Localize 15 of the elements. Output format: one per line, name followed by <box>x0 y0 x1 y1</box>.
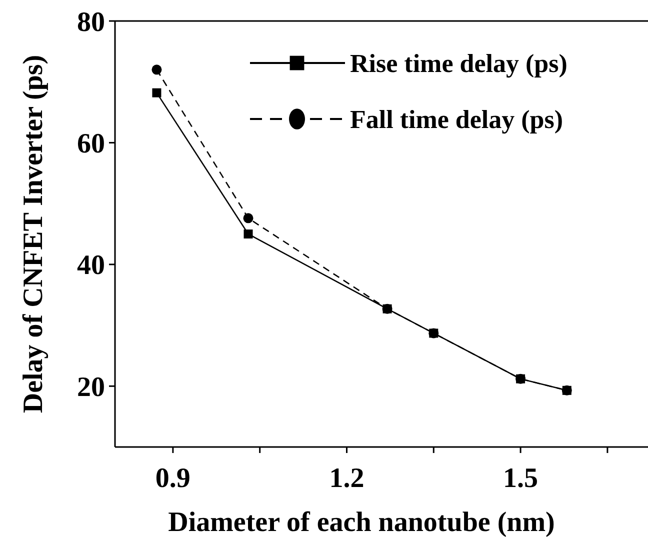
point <box>244 230 253 238</box>
legend-label: Fall time delay (ps) <box>350 105 564 134</box>
x-tick-label: 1.2 <box>329 463 364 494</box>
legend-label: Rise time delay (ps) <box>350 49 568 78</box>
x-tick-label: 0.9 <box>155 463 190 494</box>
point <box>243 213 254 224</box>
y-tick-label: 80 <box>77 6 105 38</box>
x-tick-label: 1.5 <box>503 463 538 494</box>
point <box>152 64 162 75</box>
y-tick-label: 60 <box>77 128 105 160</box>
point <box>152 88 162 98</box>
x-axis-title: Diameter of each nanotube (nm) <box>168 507 555 537</box>
y-tick-label: 20 <box>77 372 105 403</box>
y-tick-label: 40 <box>77 250 105 282</box>
y-axis-title: Delay of CNFET Inverter (ps) <box>18 54 49 414</box>
